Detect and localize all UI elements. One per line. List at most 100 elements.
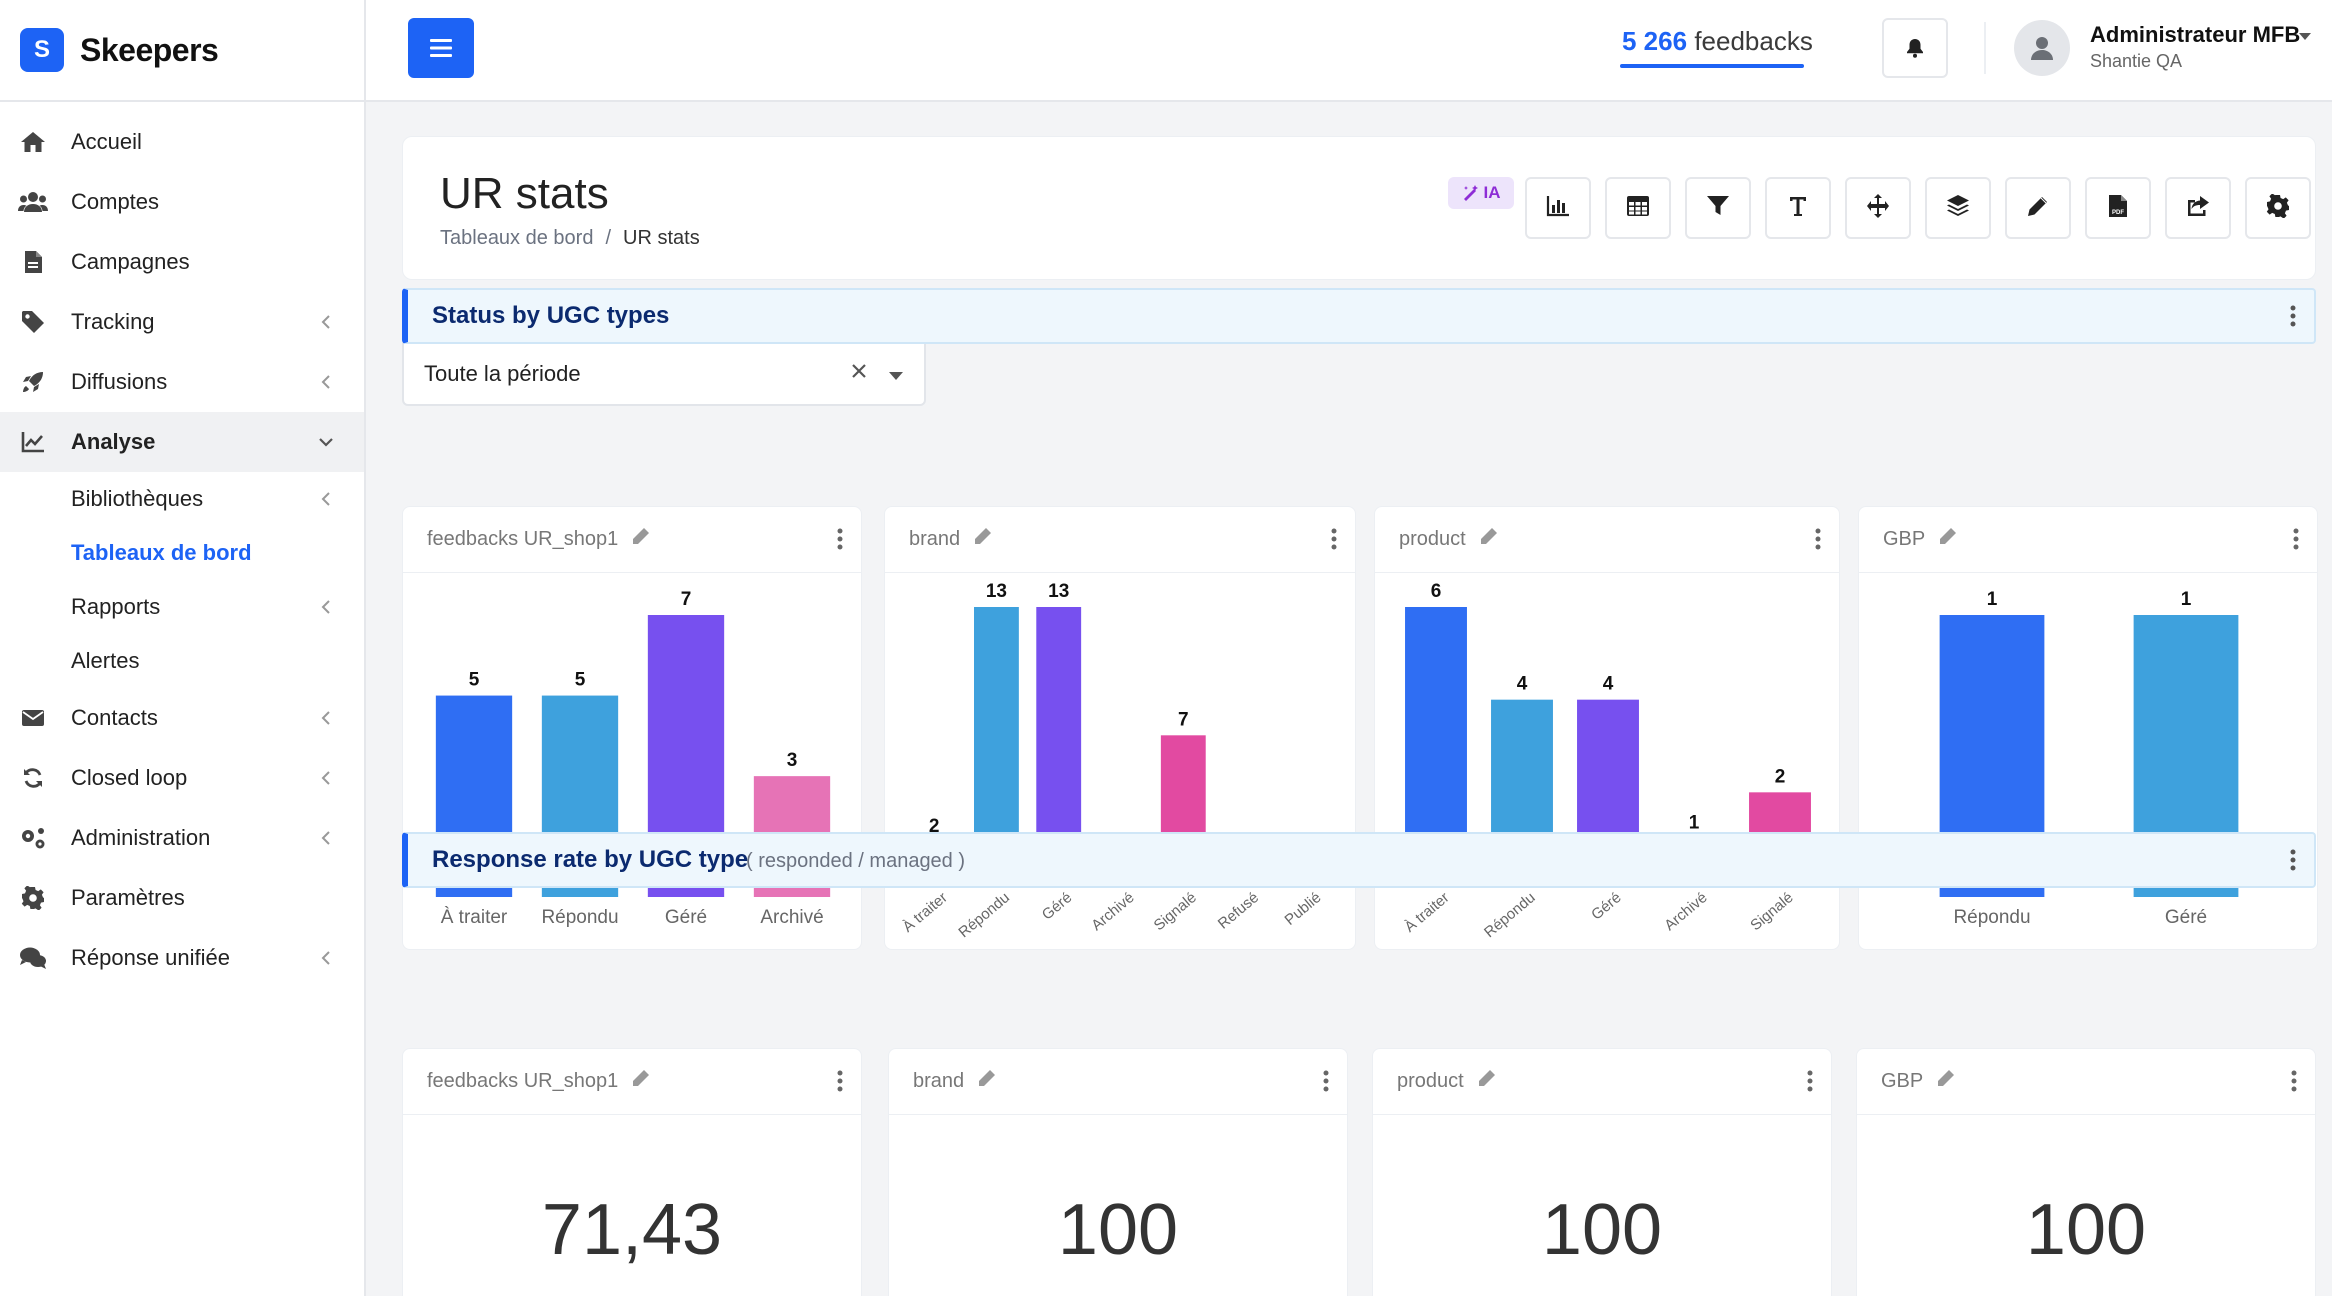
user-org: Shantie QA [2090, 51, 2183, 71]
sidebar-item-tracking[interactable]: Tracking [0, 292, 364, 352]
section-menu-icon[interactable] [2290, 848, 2296, 877]
kpi-value: 100 [2025, 1190, 2147, 1270]
sidebar-item-label: Paramètres [71, 885, 185, 910]
pdf-button[interactable]: PDF [2085, 177, 2151, 239]
breadcrumb: Tableaux de bord / UR stats [440, 227, 700, 250]
bar-chart-icon [1546, 195, 1570, 222]
edit-title-icon[interactable] [974, 527, 992, 551]
user-menu-caret-icon[interactable] [2298, 28, 2312, 46]
category-label: Signalé [1151, 889, 1200, 934]
kpi-card: brand 100 [888, 1048, 1348, 1296]
chevron-left-icon [314, 595, 338, 619]
card-title: product [1397, 1069, 1464, 1092]
category-label: À traiter [900, 889, 951, 936]
user-name[interactable]: Administrateur MFB [2090, 22, 2301, 47]
sidebar-item-label: Tracking [71, 309, 155, 334]
notifications-button[interactable] [1882, 18, 1948, 78]
edit-title-icon[interactable] [632, 527, 650, 551]
chevron-down-icon [314, 430, 338, 454]
kpi-card: GBP 100 [1856, 1048, 2316, 1296]
sidebar-item-closed-loop[interactable]: Closed loop [0, 748, 364, 808]
card-title-group: product [1397, 1069, 1496, 1093]
menu-toggle-button[interactable] [408, 18, 474, 78]
feedbacks-count: 5 266 [1622, 26, 1688, 56]
category-label: Archivé [1661, 889, 1710, 934]
topbar: 5 266 feedbacks Administrateur MFB Shant… [366, 0, 2332, 102]
edit-title-icon[interactable] [1478, 1069, 1496, 1093]
pencil-button[interactable] [2005, 177, 2071, 239]
card-title: feedbacks UR_shop1 [427, 1069, 619, 1092]
sidebar-subitem-rapports[interactable]: Rapports [0, 580, 364, 634]
chevron-left-icon [314, 706, 338, 730]
app-name: Skeepers [80, 31, 219, 68]
card-menu-icon[interactable] [1815, 527, 1821, 556]
card-menu-icon[interactable] [2291, 1069, 2297, 1098]
pencil-icon [2027, 195, 2049, 222]
kpi-card: product 100 [1372, 1048, 1832, 1296]
filter-button[interactable] [1685, 177, 1751, 239]
sidebar-item-administration[interactable]: Administration [0, 808, 364, 868]
breadcrumb-link[interactable]: Tableaux de bord [440, 227, 594, 249]
ai-button[interactable]: IA [1448, 177, 1514, 209]
layers-icon [1946, 194, 1970, 223]
share-button[interactable] [2165, 177, 2231, 239]
card-menu-icon[interactable] [1323, 1069, 1329, 1098]
edit-title-icon[interactable] [632, 1069, 650, 1093]
card-menu-icon[interactable] [837, 527, 843, 556]
chevron-down-icon[interactable] [888, 368, 904, 386]
bar-value-label: 1 [1987, 589, 1998, 610]
card-title-group: product [1399, 527, 1498, 551]
sidebar-item-contacts[interactable]: Contacts [0, 688, 364, 748]
section-menu-icon[interactable] [2290, 304, 2296, 333]
bar-chart: 5 À traiter 5 Répondu 7 Géré 3 Archivé [435, 589, 831, 928]
category-label: Répondu [1953, 907, 2030, 928]
feedbacks-counter[interactable]: 5 266 feedbacks [1622, 26, 1813, 57]
card-title: brand [913, 1069, 965, 1092]
sidebar-item-accueil[interactable]: Accueil [0, 112, 364, 172]
sidebar-subitem-tableaux-de-bord[interactable]: Tableaux de bord [0, 526, 364, 580]
category-label: Archivé [760, 907, 823, 928]
edit-title-icon[interactable] [978, 1069, 996, 1093]
card-header: feedbacks UR_shop1 [403, 507, 861, 573]
user-icon [2031, 37, 2053, 60]
card-menu-icon[interactable] [2293, 527, 2299, 556]
sidebar-item-comptes[interactable]: Comptes [0, 172, 364, 232]
sidebar-item-label: Réponse unifiée [71, 945, 231, 970]
avatar[interactable] [2014, 20, 2070, 76]
gear-button[interactable] [2245, 177, 2311, 239]
brand[interactable]: S Skeepers [0, 0, 364, 102]
card-menu-icon[interactable] [1807, 1069, 1813, 1098]
date-filter-select[interactable]: Toute la période [402, 338, 926, 406]
feedbacks-underline [1620, 64, 1804, 68]
kpi-value: 71,43 [541, 1190, 723, 1270]
comments-icon [18, 943, 48, 973]
clear-icon[interactable] [850, 362, 868, 385]
tag-icon [18, 307, 48, 337]
sidebar-item-label: Administration [71, 825, 211, 850]
sidebar-subitem-alertes[interactable]: Alertes [0, 634, 364, 688]
bar-chart-button[interactable] [1525, 177, 1591, 239]
layers-button[interactable] [1925, 177, 1991, 239]
sidebar-item-paramètres[interactable]: Paramètres [0, 868, 364, 928]
chevron-left-icon [314, 310, 338, 334]
edit-title-icon[interactable] [1937, 1069, 1955, 1093]
section-subtitle: ( responded / managed ) [746, 850, 966, 872]
sidebar-item-réponse-unifiée[interactable]: Réponse unifiée [0, 928, 364, 988]
table-button[interactable] [1605, 177, 1671, 239]
move-button[interactable] [1845, 177, 1911, 239]
sidebar-item-campagnes[interactable]: Campagnes [0, 232, 364, 292]
sidebar-item-label: Diffusions [71, 369, 168, 394]
bar-value-label: 5 [575, 670, 586, 691]
card-menu-icon[interactable] [1331, 527, 1337, 556]
edit-title-icon[interactable] [1939, 527, 1957, 551]
sidebar-subitem-bibliothèques[interactable]: Bibliothèques [0, 472, 364, 526]
card-menu-icon[interactable] [837, 1069, 843, 1098]
sidebar-item-analyse[interactable]: Analyse [0, 412, 364, 472]
text-button[interactable] [1765, 177, 1831, 239]
sidebar-item-diffusions[interactable]: Diffusions [0, 352, 364, 412]
edit-title-icon[interactable] [1480, 527, 1498, 551]
move-icon [1865, 193, 1891, 224]
category-label: Refusé [1215, 889, 1262, 933]
bar-value-label: 7 [681, 589, 692, 610]
svg-text:PDF: PDF [2112, 210, 2124, 216]
